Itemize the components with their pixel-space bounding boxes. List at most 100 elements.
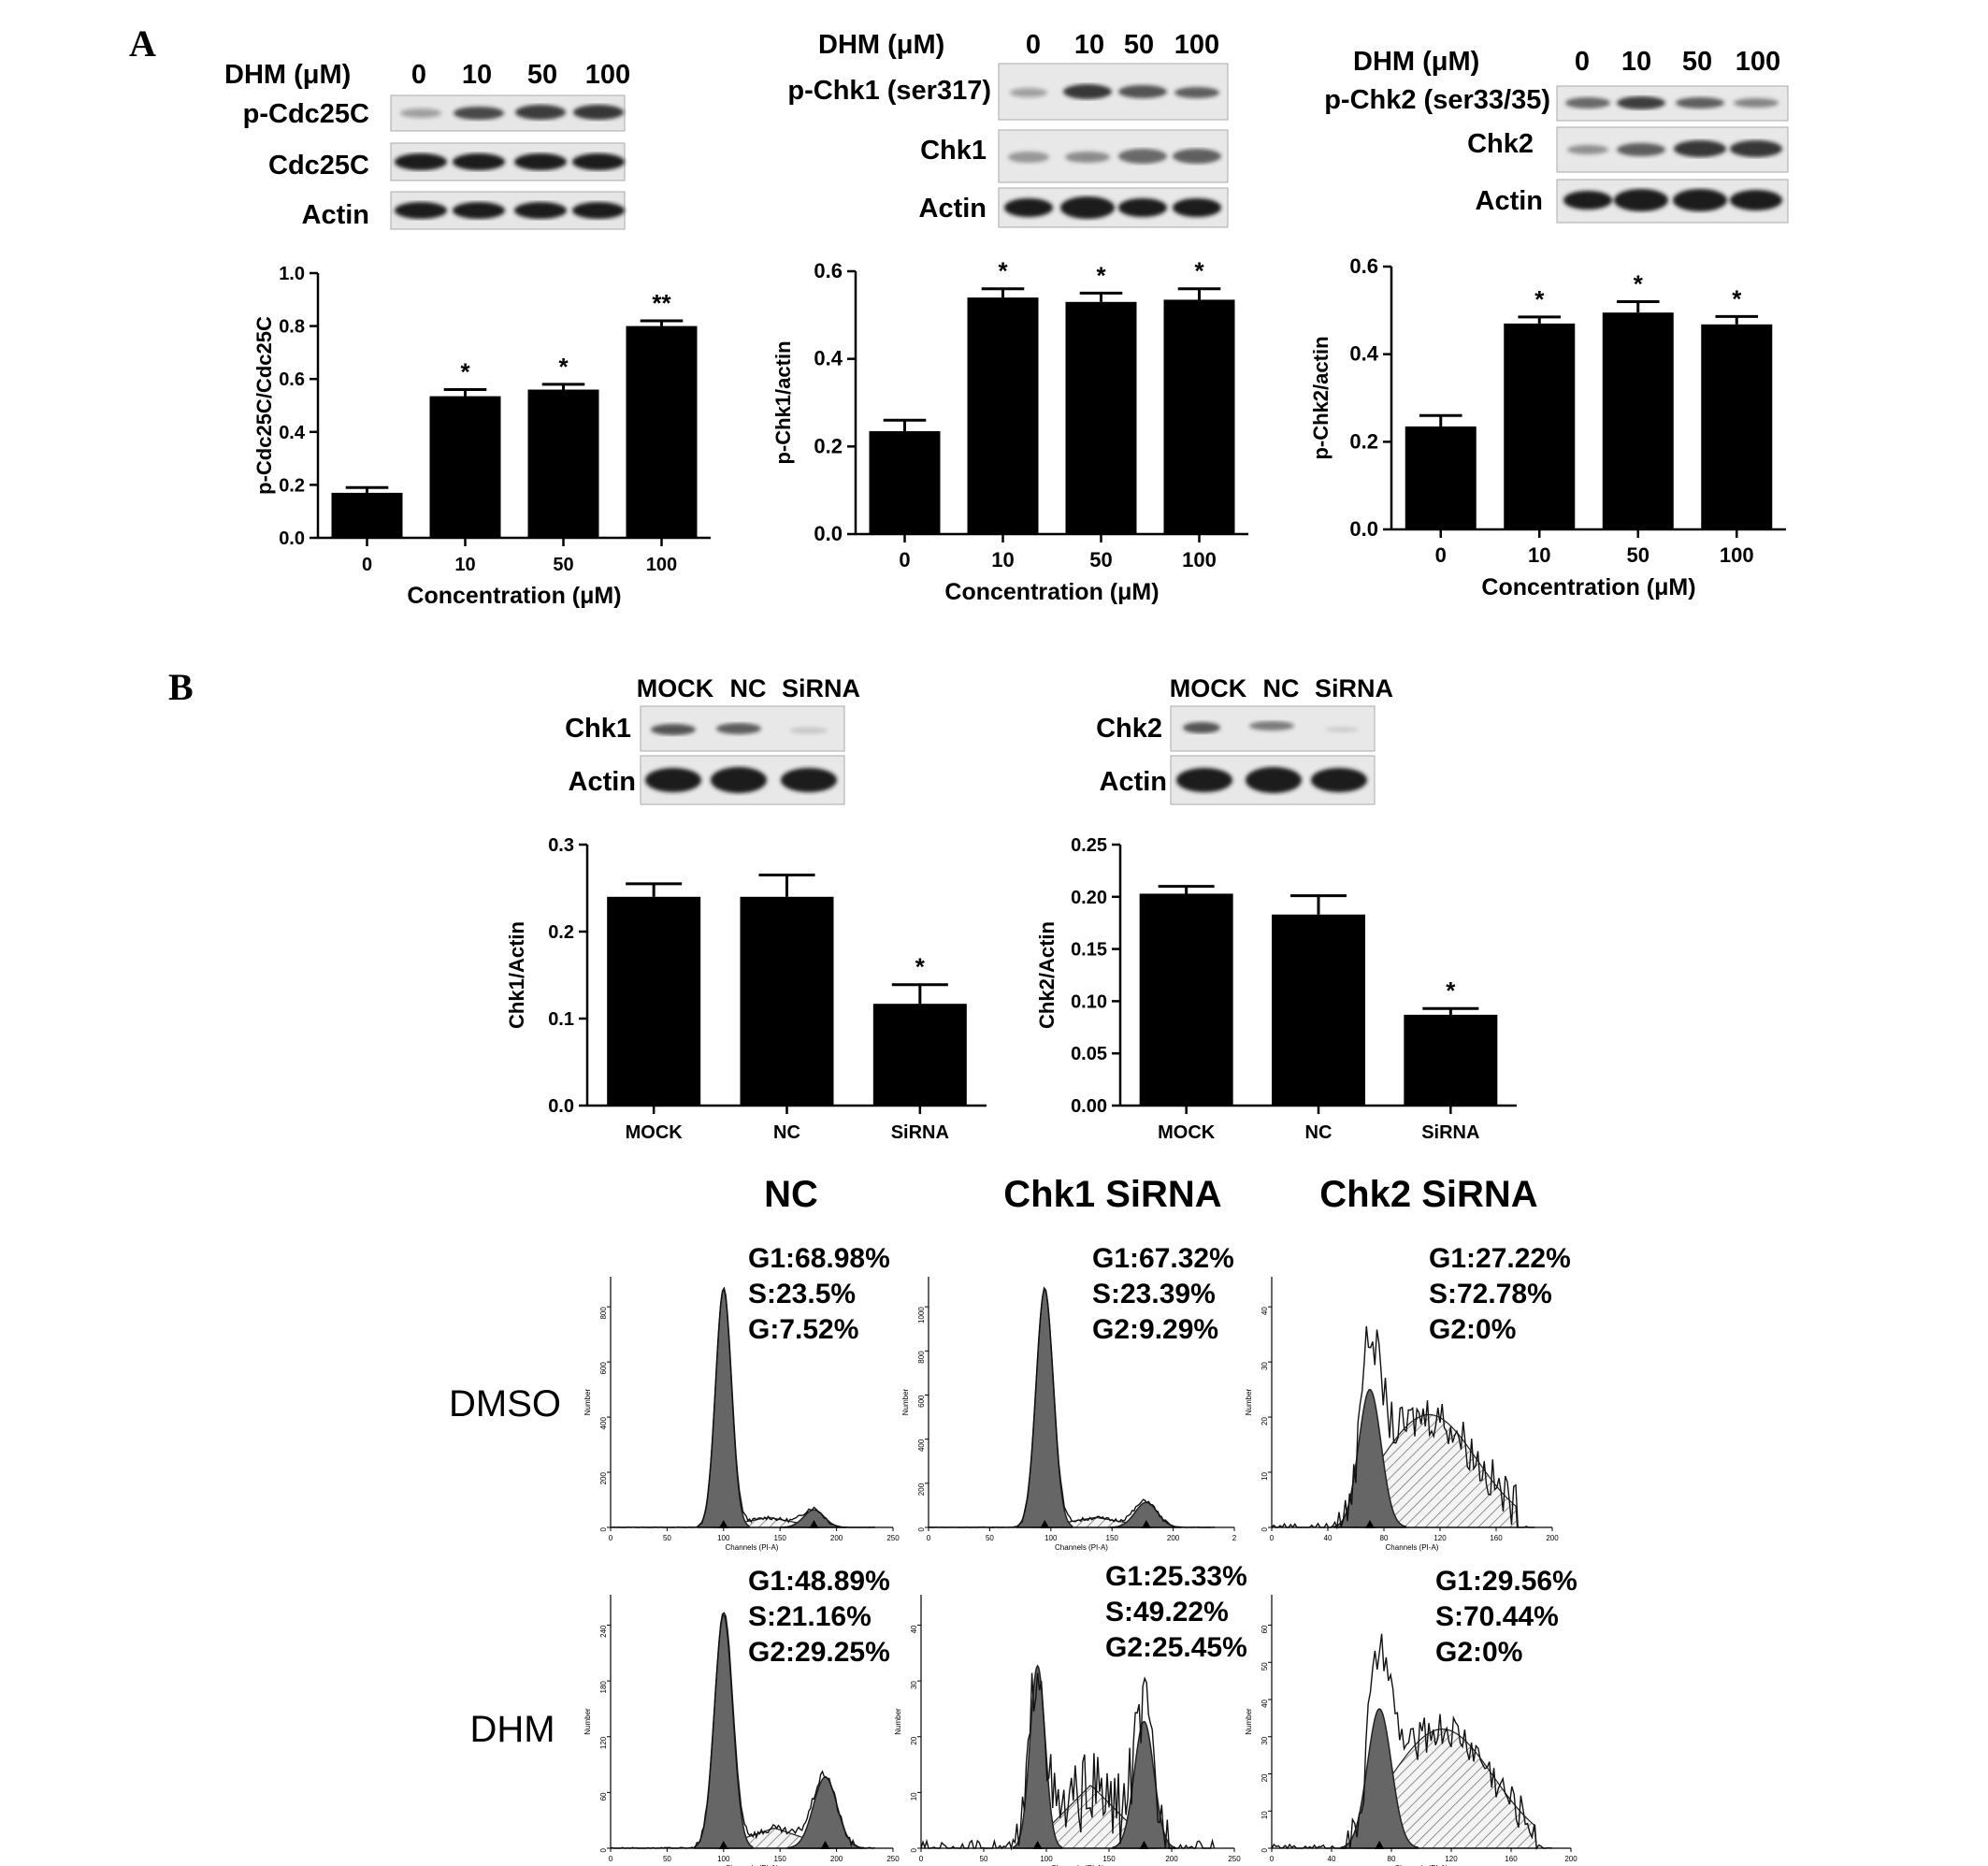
bar [626,325,698,538]
bar [1602,312,1674,529]
significance-mark: * [998,257,1008,285]
y-tick-label: 20 [910,1736,918,1744]
blot-lane-label: NC [730,674,767,702]
y-tick-label: 0.0 [814,522,843,545]
flow-column-label: Chk2 SiRNA [1319,1174,1537,1215]
y-tick-label: 10 [1261,1811,1269,1819]
cell-cycle-histogram: 0 50 100 150 200 250 0 60 120 180 240 Channels (PI-… [583,1566,900,1866]
cell-cycle-stat: G1:67.32% [1092,1243,1234,1274]
bar [1272,914,1365,1106]
x-tick-label: 50 [1089,548,1112,571]
blot-lane-label: 50 [1124,30,1154,60]
y-tick-label: 800 [917,1351,926,1364]
bar-chart: 0.0 0.2 0.4 0.6 0 * 10 * 50 * 100 Concentration (μM… [1309,254,1786,600]
panel-label-a: A [129,22,156,65]
bar [1065,301,1137,534]
y-tick-label: 40 [1261,1307,1269,1315]
peak-marker-icon [1139,1841,1149,1849]
x-tick-label: 0 [1435,543,1447,567]
x-axis-label: Channels (PI-A) [1386,1543,1439,1552]
y-tick-label: 0.25 [1071,835,1107,856]
blot-b-chk2: MOCK NC SiRNA Chk2 Actin [1096,674,1393,805]
bar [527,389,599,538]
bar [1163,299,1235,534]
x-tick-label: 150 [1106,1534,1119,1542]
cell-cycle-histogram: 0 50 100 150 200 250 0 200 400 600 800 Channels (PI… [583,1243,900,1552]
x-tick-label: 10 [991,548,1014,571]
x-axis-label: Channels (PI-A) [726,1543,779,1552]
x-tick-label: 100 [646,555,677,575]
y-tick-label: 40 [910,1625,918,1633]
cell-cycle-stat: S:49.22% [1105,1597,1229,1627]
y-tick-label: 240 [599,1625,608,1638]
x-tick-label: 120 [1445,1855,1458,1863]
y-tick-label: 30 [1261,1362,1269,1370]
y-tick-label: 0.05 [1071,1044,1107,1064]
blot-row-label: Actin [569,767,637,797]
y-axis-label: Number [583,1708,592,1735]
cell-cycle-stat: S:23.39% [1092,1279,1216,1309]
blot-lane-label: 100 [1174,30,1219,60]
y-tick-label: 0.4 [1349,342,1378,366]
y-tick-label: 0.2 [1349,429,1378,453]
blot-row-label: Cdc25C [268,151,369,181]
x-tick-label: 50 [1627,543,1649,567]
y-tick-label: 60 [599,1792,608,1801]
x-tick-label: 100 [717,1534,730,1542]
x-tick-label: MOCK [626,1122,684,1143]
significance-mark: * [1446,976,1456,1005]
x-tick-label: 80 [1380,1534,1389,1542]
blot-header-label: DHM (μM) [224,60,351,90]
blot-lane-label: 10 [1074,30,1104,60]
y-axis-label: Number [894,1708,902,1735]
blot-a-chk2: DHM (μM) 0 10 50 100 p-Chk2 (ser33/35) C… [1324,47,1789,224]
y-axis-label: Number [583,1388,592,1415]
bar [1404,1014,1498,1106]
panel-label-b: B [168,666,194,708]
x-tick-label: 50 [553,555,573,575]
bar-charts: 0.00.20.40.60.81.00*10*50**100Concentrat… [252,254,1786,1143]
x-tick-label: 50 [663,1534,671,1542]
x-tick-label: 0 [1270,1534,1275,1542]
x-tick-label: 250 [886,1534,900,1542]
blot-a-cdc25c: DHM (μM) 0 10 50 100 p-Cdc25C Cdc25C Act… [224,60,630,230]
y-tick-label: 0.00 [1071,1096,1107,1117]
x-tick-label: 100 [717,1855,730,1863]
x-tick-label: 2 [1232,1534,1237,1542]
cell-cycle-stat: G2:25.45% [1105,1632,1247,1663]
y-tick-label: 0.6 [279,369,305,390]
bar-chart: 0.0 0.2 0.4 0.6 0.8 1.0 0 * 10 * 50 ** 100 Concentrat… [252,264,711,609]
blot-lane-label: 100 [585,60,630,90]
bar [740,896,834,1106]
x-tick-label: NC [773,1122,800,1143]
cell-cycle-stat: S:23.5% [748,1279,856,1309]
x-tick-label: 50 [986,1534,994,1542]
y-tick-label: 30 [910,1681,918,1689]
x-axis-label: Channels (PI-A) [726,1864,779,1866]
g1-peak [1013,1664,1063,1849]
y-tick-label: 800 [599,1307,608,1320]
y-tick-label: 200 [917,1483,926,1496]
g1-peak [694,1613,754,1849]
peak-marker-icon [1365,1520,1375,1528]
bar [429,396,501,538]
flow-row-label: DMSO [449,1383,561,1425]
x-tick-label: 0 [1270,1855,1275,1863]
x-tick-label: 250 [886,1855,900,1863]
x-tick-label: 200 [830,1534,843,1542]
y-axis-label: Number [1245,1708,1253,1735]
bar-chart: 0.0 0.1 0.2 0.3 MOCK NC * SiRNA Chk1/Actin [505,835,987,1143]
x-tick-label: 0 [609,1534,613,1542]
x-tick-label: 200 [1564,1855,1577,1863]
cell-cycle-stat: G1:27.22% [1429,1243,1571,1274]
blot-row-label: p-Chk2 (ser33/35) [1324,85,1550,115]
bar [1139,893,1233,1106]
y-tick-label: 1.0 [279,264,305,284]
significance-mark: * [1194,257,1204,285]
x-tick-label: 150 [1102,1855,1116,1863]
y-tick-label: 0.20 [1071,888,1107,908]
y-tick-label: 0 [910,1847,918,1852]
y-tick-label: 0.3 [548,835,574,856]
x-tick-label: 0 [927,1534,931,1542]
y-tick-label: 10 [1261,1471,1269,1480]
